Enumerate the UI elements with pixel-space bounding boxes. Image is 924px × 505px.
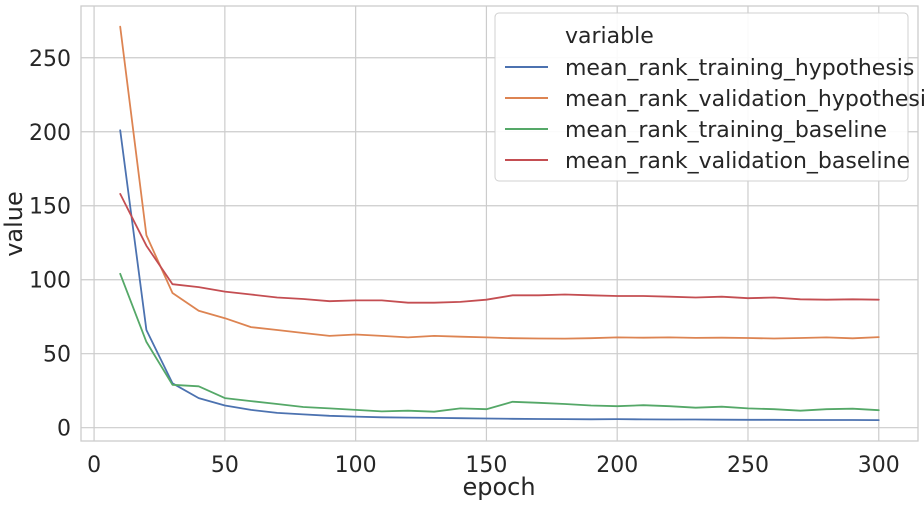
series-lines: [119, 25, 880, 422]
x-axis-label: epoch: [462, 473, 535, 501]
y-tick-labels: 0 50 100 150 200 250: [29, 47, 71, 442]
legend-label: mean_rank_validation_hypothesis: [565, 87, 924, 112]
y-tick-label: 100: [29, 269, 71, 294]
x-tick-label: 200: [596, 453, 638, 478]
legend-label: mean_rank_training_hypothesis: [565, 56, 914, 81]
x-tick-label: 100: [335, 453, 377, 478]
legend: variable mean_rank_training_hypothesisme…: [494, 12, 924, 182]
x-tick-label: 50: [211, 453, 239, 478]
y-tick-label: 0: [57, 417, 71, 442]
x-tick-label: 0: [87, 453, 101, 478]
series-line-mean-rank-training-hypothesis: [119, 129, 880, 422]
legend-box: [494, 12, 909, 182]
x-tick-labels: 0 50 100 150 200 250 300: [87, 453, 900, 478]
y-tick-label: 200: [29, 121, 71, 146]
series-line-mean-rank-validation-baseline: [119, 192, 880, 304]
legend-title: variable: [565, 24, 654, 49]
y-tick-label: 250: [29, 47, 71, 72]
y-tick-label: 50: [43, 343, 71, 368]
series-line-mean-rank-validation-hypothesis: [119, 25, 880, 340]
legend-label: mean_rank_training_baseline: [565, 118, 887, 143]
series-line-mean-rank-training-baseline: [119, 272, 880, 413]
legend-label: mean_rank_validation_baseline: [565, 149, 910, 174]
grid: [81, 6, 918, 441]
y-tick-label: 150: [29, 195, 71, 220]
legend-items: mean_rank_training_hypothesis mean_rank_v…: [505, 56, 924, 174]
x-tick-label: 150: [465, 453, 507, 478]
y-axis-label: value: [0, 191, 28, 257]
x-tick-label: 300: [858, 453, 900, 478]
x-tick-label: 250: [727, 453, 769, 478]
